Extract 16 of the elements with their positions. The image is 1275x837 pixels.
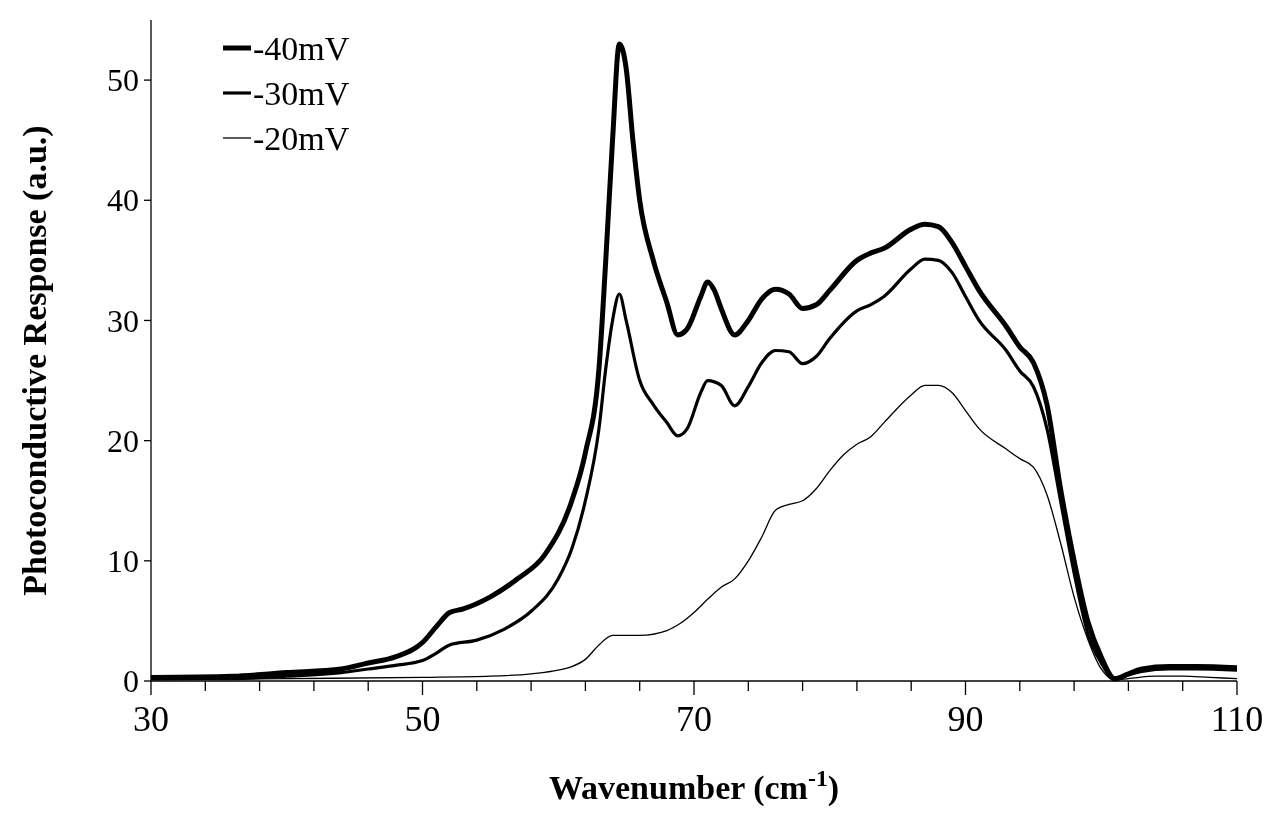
y-tick-label: 0 — [123, 663, 139, 700]
x-tick-label: 110 — [1210, 699, 1264, 739]
x-tick-label: 70 — [676, 699, 712, 739]
x-tick-label: 50 — [404, 699, 441, 739]
y-tick-label: 10 — [107, 543, 139, 580]
y-tick-label: 20 — [107, 422, 139, 459]
x-tick-label: 30 — [133, 699, 169, 739]
y-axis-title: Photoconductive Response (a.u.) — [16, 125, 54, 596]
y-tick-label: 40 — [107, 182, 139, 219]
legend-label: -40mV — [253, 29, 350, 67]
legend-label: -20mV — [253, 119, 350, 157]
y-tick-label: 50 — [107, 62, 139, 99]
x-tick-label: 90 — [947, 699, 984, 739]
legend-label: -30mV — [253, 74, 350, 112]
x-axis-title: Wavenumber (cm$^{-1}$) — [548, 765, 840, 807]
y-tick-label: 30 — [107, 302, 139, 339]
